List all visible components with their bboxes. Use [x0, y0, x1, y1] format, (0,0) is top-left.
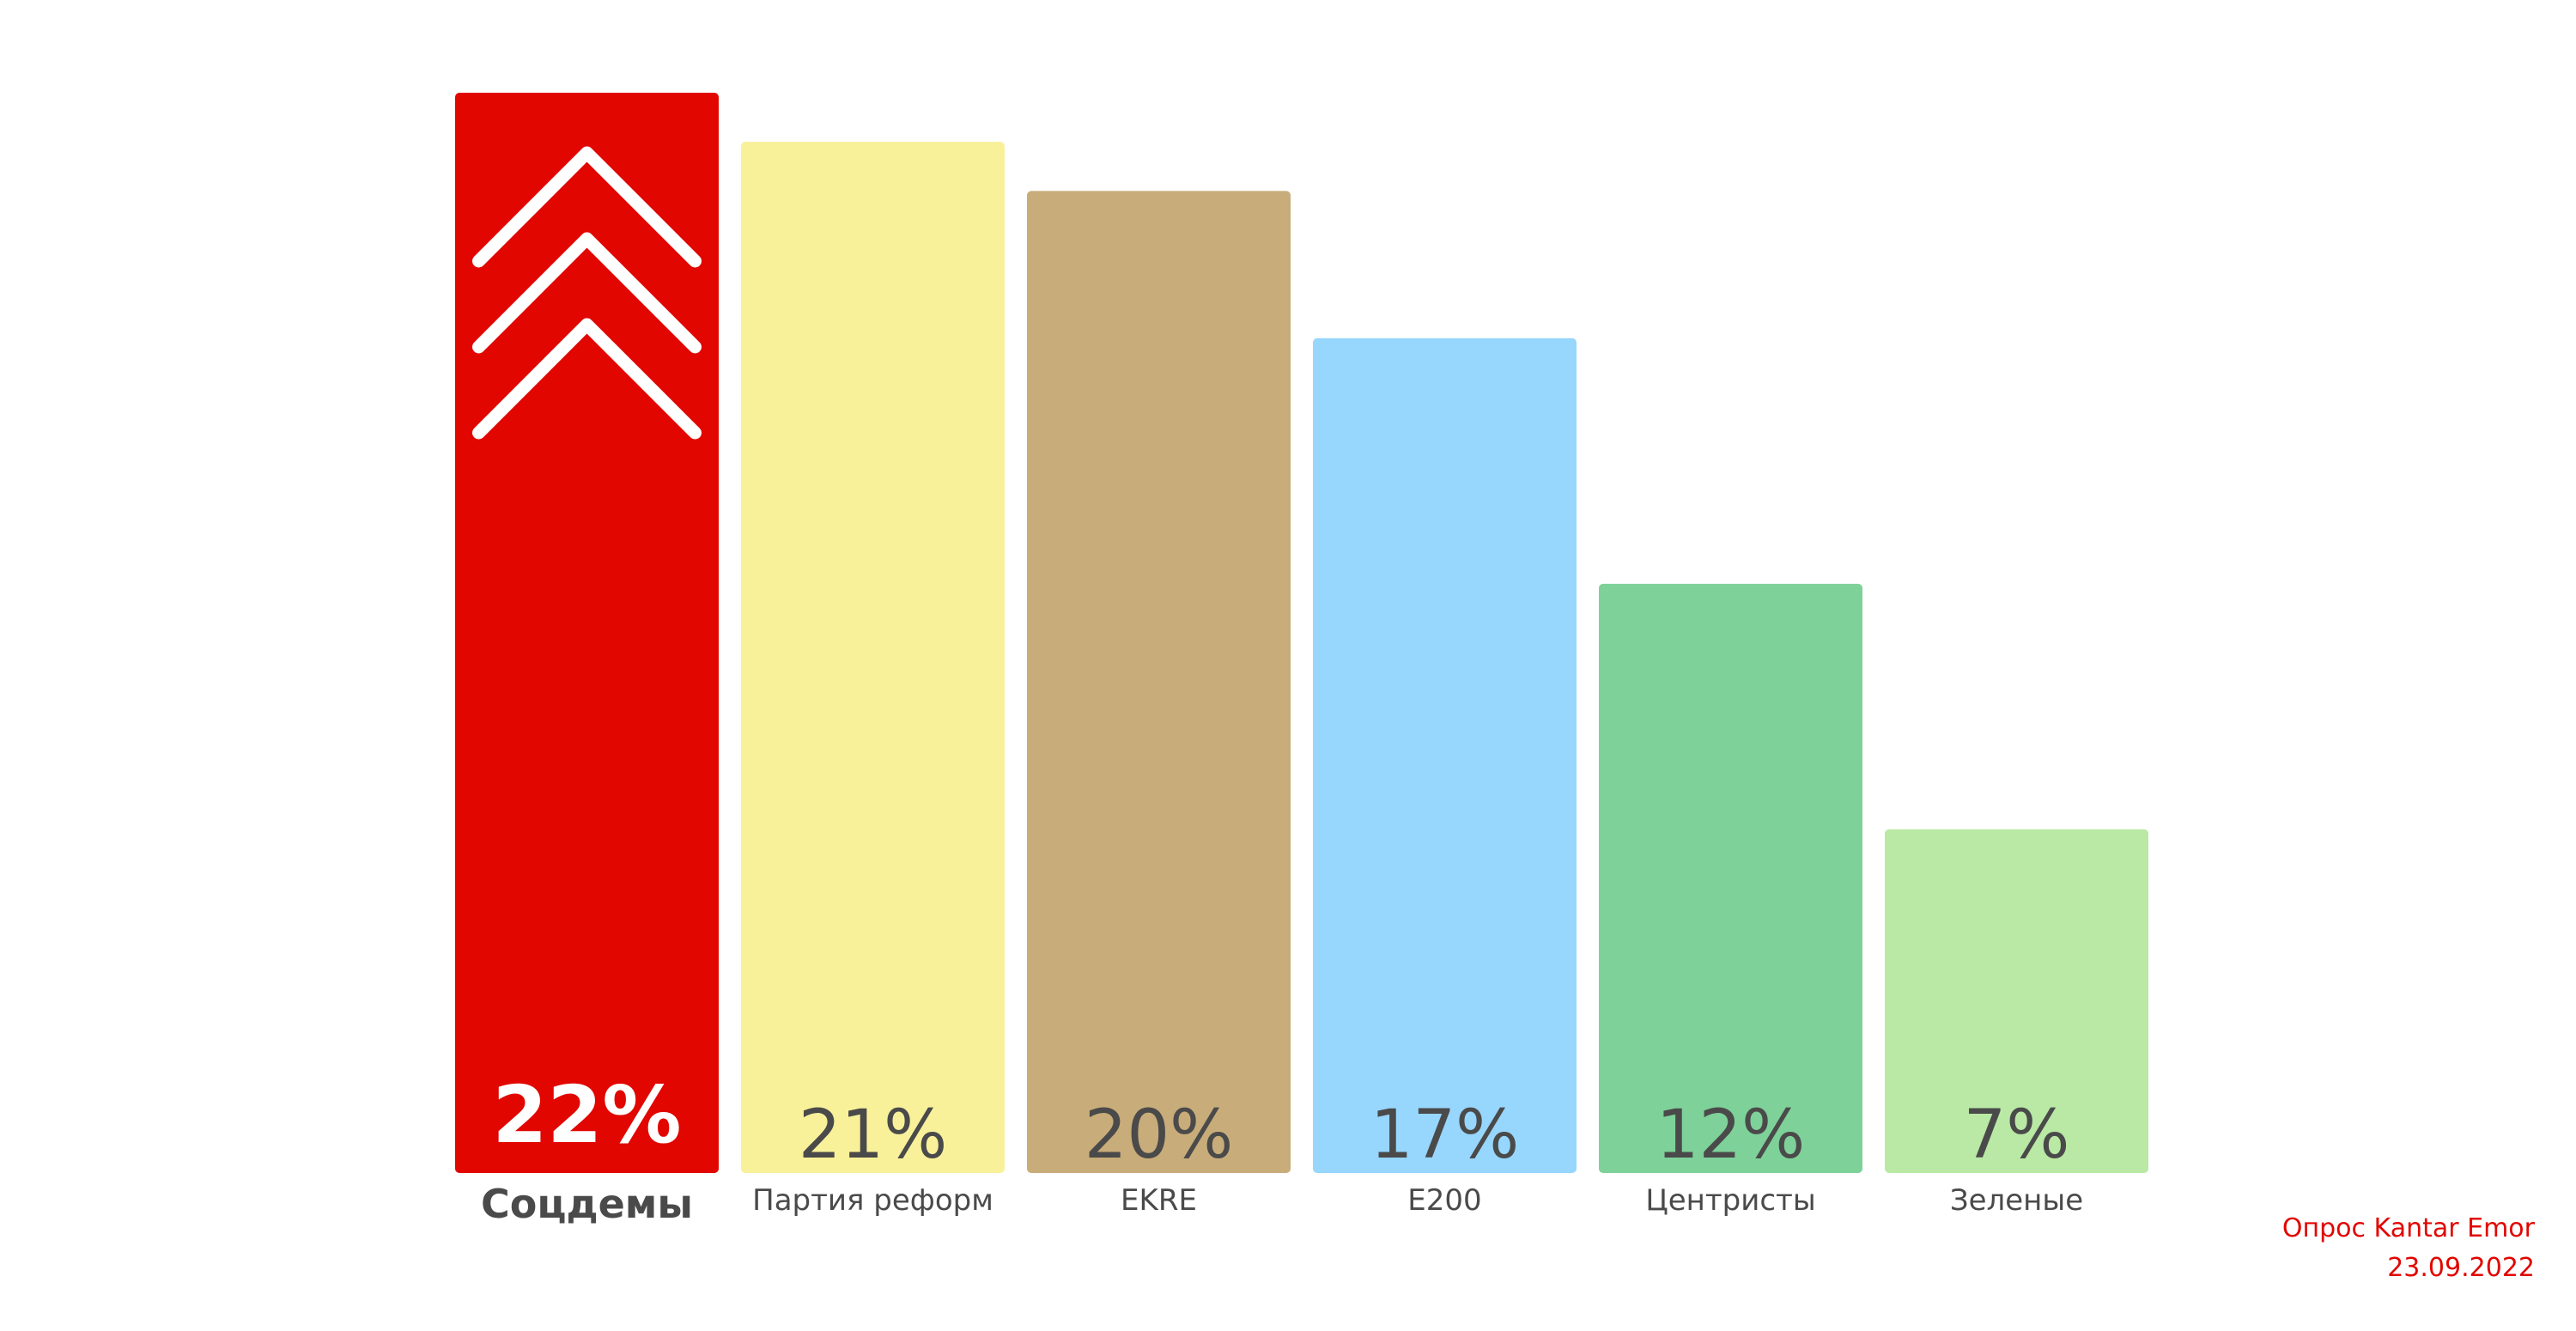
bar-соцдемы [455, 93, 719, 1173]
category-label: E200 [1407, 1183, 1481, 1218]
value-label: 20% [1084, 1097, 1233, 1174]
category-label: Центристы [1645, 1183, 1815, 1218]
category-label: Зеленые [1950, 1183, 2083, 1218]
bar-e200 [1313, 337, 1577, 1174]
value-label: 17% [1370, 1097, 1519, 1174]
source-title: Опрос Kantar Emor [2281, 1213, 2535, 1243]
source-date: 23.09.2022 [2387, 1253, 2535, 1283]
chevron-up-icon [472, 318, 702, 440]
value-label: 7% [1964, 1097, 2070, 1174]
category-label: Соцдемы [481, 1181, 693, 1227]
value-label: 22% [492, 1069, 681, 1161]
bar-центристы [1599, 583, 1862, 1173]
chevron-up-icon [472, 232, 702, 354]
chevron-up-icon [472, 146, 702, 268]
bar-партия-реформ [741, 142, 1005, 1173]
category-label: Партия реформ [752, 1183, 993, 1218]
bar-ekre [1027, 191, 1291, 1173]
category-label: EKRE [1121, 1183, 1197, 1218]
value-label: 12% [1656, 1097, 1805, 1174]
triple-chevron-up-icon [472, 146, 702, 440]
source-note: Опрос Kantar Emor 23.09.2022 [2282, 1209, 2535, 1288]
value-label: 21% [799, 1097, 947, 1174]
bar-зеленые [1885, 829, 2148, 1173]
